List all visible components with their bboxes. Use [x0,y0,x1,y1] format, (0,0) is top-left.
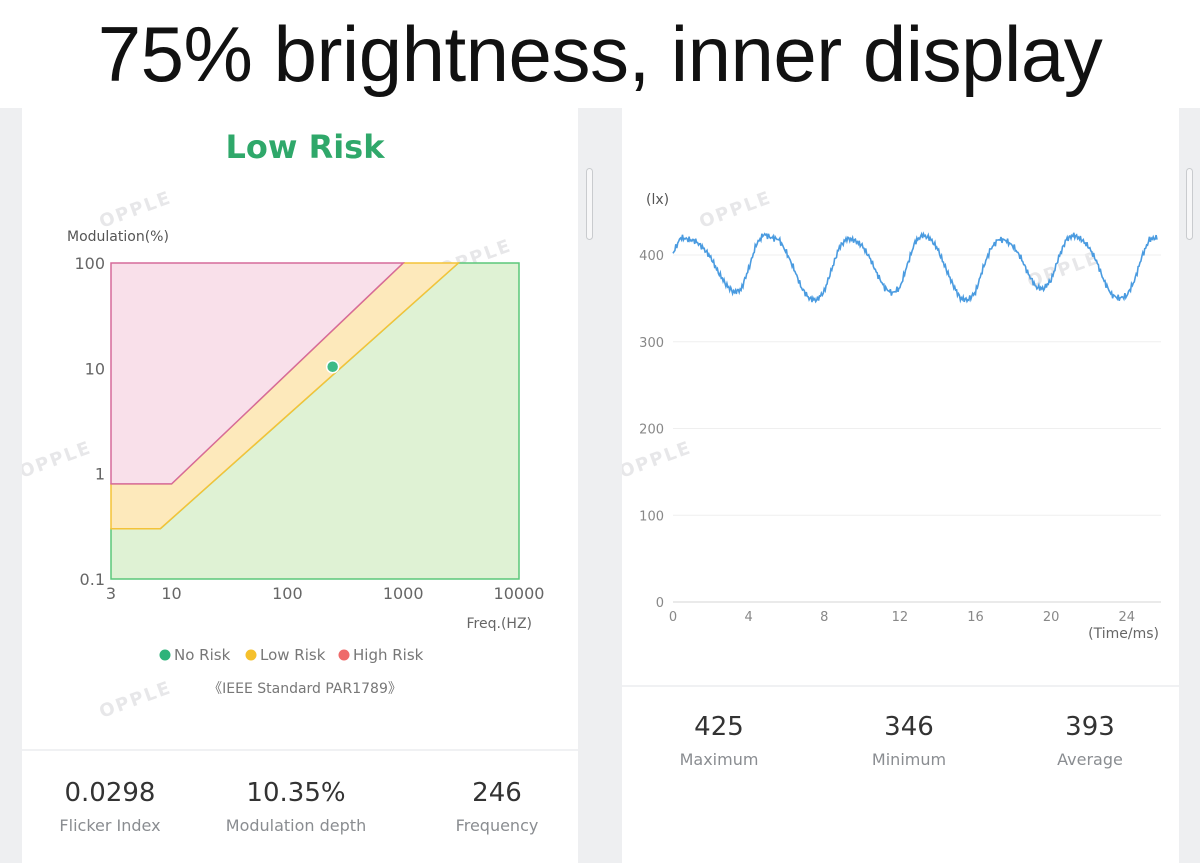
stat-value: 393 [1065,712,1115,742]
stat-minimum: 346 Minimum [819,712,999,769]
stat-flicker-index: 0.0298 Flicker Index [20,778,200,835]
legend-marker [159,649,171,661]
legend-marker [245,649,257,661]
stat-label: Modulation depth [225,816,367,835]
x-tick-label: 3 [106,584,116,603]
waveform-y-unit: (lx) [646,192,669,208]
y-tick-label: 400 [639,249,664,264]
x-tick-label: 1000 [383,584,424,603]
right-scrollbar[interactable] [1186,168,1193,240]
x-axis-label: Freq.(HZ) [467,616,532,632]
stat-label: Average [1057,750,1123,769]
legend-label: Low Risk [260,646,326,664]
x-tick-label: 12 [892,610,909,625]
stat-value: 425 [694,712,744,742]
legend-label: High Risk [353,646,424,664]
watermark-text: OPPLE [697,187,775,233]
y-tick-label: 300 [639,336,664,351]
x-tick-label: 4 [744,610,752,625]
x-tick-label: 10 [161,584,181,603]
y-axis-label: Modulation(%) [67,229,169,245]
stat-label: Flicker Index [59,816,161,835]
x-tick-label: 0 [669,610,677,625]
y-tick-label: 10 [85,359,105,378]
legend-marker [338,649,350,661]
x-tick-label: 16 [967,610,984,625]
x-tick-label: 100 [272,584,303,603]
panel-divider [22,749,578,751]
page-title: 75% brightness, inner display [97,9,1103,98]
page-title-banner: 75% brightness, inner display [0,0,1200,108]
standard-caption: 《IEEE Standard PAR1789》 [208,681,402,697]
stat-label: Frequency [455,816,539,835]
stat-value: 246 [472,778,522,808]
waveform-panel: OPPLE OPPLE OPPLE (lx) 400 300 200 100 0 0 4 8 12 1… [622,108,1179,863]
stat-maximum: 425 Maximum [629,712,809,769]
flicker-risk-panel: Low Risk OPPLE OPPLE OPPLE OPPLE Modulation… [22,108,578,863]
stat-value: 0.0298 [64,778,156,808]
panel-divider [622,685,1179,687]
watermark-text: OPPLE [97,677,175,723]
y-tick-label: 200 [639,423,664,438]
stat-value: 10.35% [246,778,346,808]
left-scrollbar[interactable] [586,168,593,240]
stat-value: 346 [884,712,934,742]
watermark-text: OPPLE [622,437,695,483]
y-tick-label: 0.1 [80,570,105,589]
stat-average: 393 Average [1000,712,1180,769]
y-tick-label: 1 [95,465,105,484]
x-tick-label: 20 [1043,610,1060,625]
y-tick-label: 100 [74,254,105,273]
y-tick-label: 100 [639,509,664,524]
legend-label: No Risk [174,646,231,664]
x-tick-label: 24 [1118,610,1135,625]
watermark-text: OPPLE [97,187,175,233]
risk-level-title: Low Risk [225,128,385,166]
waveform-line [672,231,1158,304]
stat-label: Minimum [871,750,947,769]
watermark-text: OPPLE [22,437,95,483]
stat-frequency: 246 Frequency [407,778,587,835]
waveform-x-unit: (Time/ms) [1088,626,1159,642]
y-tick-label: 0 [656,596,664,611]
x-tick-label: 8 [820,610,828,625]
stat-modulation-depth: 10.35% Modulation depth [206,778,386,835]
high-risk-region [110,262,406,485]
x-tick-label: 10000 [494,584,545,603]
stat-label: Maximum [679,750,759,769]
measurement-point [325,360,340,374]
